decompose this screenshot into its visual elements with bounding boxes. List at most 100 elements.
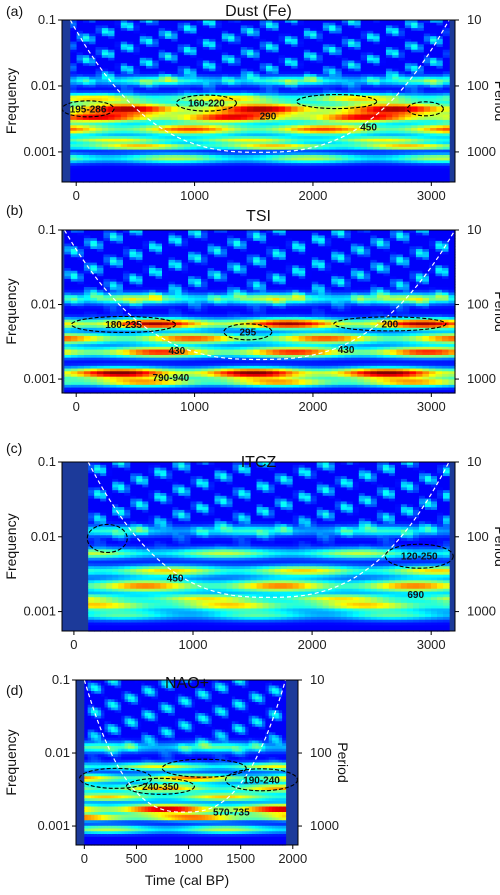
heatmap-cell xyxy=(77,230,85,234)
heatmap-cell xyxy=(259,171,267,175)
heatmap-cell xyxy=(76,176,84,180)
heatmap-cell xyxy=(76,171,84,175)
heatmap-cell xyxy=(278,133,286,137)
heatmap-cell xyxy=(120,176,128,180)
heatmap-cell xyxy=(101,157,109,161)
heatmap-cell xyxy=(114,136,122,140)
heatmap-cell xyxy=(392,47,400,51)
heatmap-cell xyxy=(215,38,223,43)
heatmap-cell xyxy=(114,111,122,116)
heatmap-cell xyxy=(77,333,85,337)
heatmap-cell xyxy=(196,117,204,121)
heatmap-cell xyxy=(164,71,172,75)
heatmap-cell xyxy=(202,160,210,164)
heatmap-cell xyxy=(367,68,374,72)
heatmap-cell xyxy=(70,95,78,99)
heatmap-cell xyxy=(278,117,286,121)
heatmap-cell xyxy=(133,138,141,143)
heatmap-cell xyxy=(411,109,419,113)
heatmap-cell xyxy=(70,246,78,250)
heatmap-cell xyxy=(297,47,305,51)
heatmap-cell xyxy=(133,74,141,78)
heatmap-cell xyxy=(348,84,355,89)
heatmap-cell xyxy=(127,87,135,91)
heatmap-cell xyxy=(152,138,160,143)
heatmap-cell xyxy=(215,173,223,178)
heatmap-cell xyxy=(89,33,97,37)
heatmap-cell xyxy=(171,157,179,161)
heatmap-cell xyxy=(335,55,343,59)
heatmap-cell xyxy=(64,311,72,315)
heatmap-cell xyxy=(322,52,330,56)
heatmap-cell xyxy=(348,119,355,124)
heatmap-cell xyxy=(247,98,254,102)
heatmap-cell xyxy=(70,354,78,359)
heatmap-cell xyxy=(202,49,210,53)
heatmap-cell xyxy=(404,179,412,183)
heatmap-cell xyxy=(316,68,324,72)
heatmap-cell xyxy=(215,63,223,67)
heatmap-cell xyxy=(221,90,229,94)
heatmap-cell xyxy=(411,95,419,99)
heatmap-cell xyxy=(120,41,128,45)
heatmap-cell xyxy=(310,68,318,72)
heatmap-cell xyxy=(411,65,419,70)
heatmap-cell xyxy=(442,101,450,105)
heatmap-cell xyxy=(82,79,90,83)
heatmap-cell xyxy=(183,65,191,70)
heatmap-cell xyxy=(89,176,97,180)
heatmap-cell xyxy=(417,47,425,51)
heatmap-cell xyxy=(120,74,128,78)
heatmap-cell xyxy=(310,65,318,70)
heatmap-cell xyxy=(146,79,153,83)
heatmap-cell xyxy=(228,79,236,83)
heatmap-cell xyxy=(202,173,210,178)
heatmap-cell xyxy=(127,33,135,37)
heatmap-cell xyxy=(76,146,84,151)
heatmap-cell xyxy=(133,71,141,75)
heatmap-cell xyxy=(95,160,103,164)
heatmap-cell xyxy=(152,114,160,118)
heatmap-cell xyxy=(373,111,381,116)
heatmap-cell xyxy=(430,117,438,121)
heatmap-cell xyxy=(228,122,236,126)
heatmap-cell xyxy=(278,44,286,48)
heatmap-cell xyxy=(152,119,160,124)
heatmap-cell xyxy=(70,300,78,304)
heatmap-cell xyxy=(89,25,97,29)
heatmap-cell xyxy=(284,117,292,121)
heatmap-cell xyxy=(152,71,160,75)
heatmap-cell xyxy=(120,133,128,137)
heatmap-cell xyxy=(108,49,116,53)
heatmap-cell xyxy=(171,119,179,124)
heatmap-cell xyxy=(360,57,368,62)
heatmap-cell xyxy=(228,146,236,151)
heatmap-cell xyxy=(190,179,198,183)
heatmap-cell xyxy=(82,119,90,124)
heatmap-cell xyxy=(70,259,78,264)
heatmap-cell xyxy=(348,149,355,153)
heatmap-cell xyxy=(442,117,450,121)
heatmap-cell xyxy=(70,238,78,242)
heatmap-cell xyxy=(379,84,387,89)
heatmap-cell xyxy=(183,111,191,116)
heatmap-cell xyxy=(310,136,318,140)
heatmap-cell xyxy=(367,144,374,148)
heatmap-cell xyxy=(70,165,78,170)
heatmap-cell xyxy=(360,101,368,105)
heatmap-cell xyxy=(272,122,280,126)
heatmap-cell xyxy=(183,87,191,91)
heatmap-cell xyxy=(114,87,122,91)
heatmap-cell xyxy=(177,52,185,56)
heatmap-cell xyxy=(127,25,135,29)
heatmap-cell xyxy=(284,114,292,118)
heatmap-cell xyxy=(95,92,103,97)
heatmap-cell xyxy=(436,149,444,153)
heatmap-cell xyxy=(322,47,330,51)
heatmap-cell xyxy=(247,171,254,175)
heatmap-cell xyxy=(196,106,204,110)
heatmap-cell xyxy=(341,63,349,67)
heatmap-cell xyxy=(114,60,122,64)
heatmap-cell xyxy=(310,144,318,148)
heatmap-cell xyxy=(423,84,431,89)
